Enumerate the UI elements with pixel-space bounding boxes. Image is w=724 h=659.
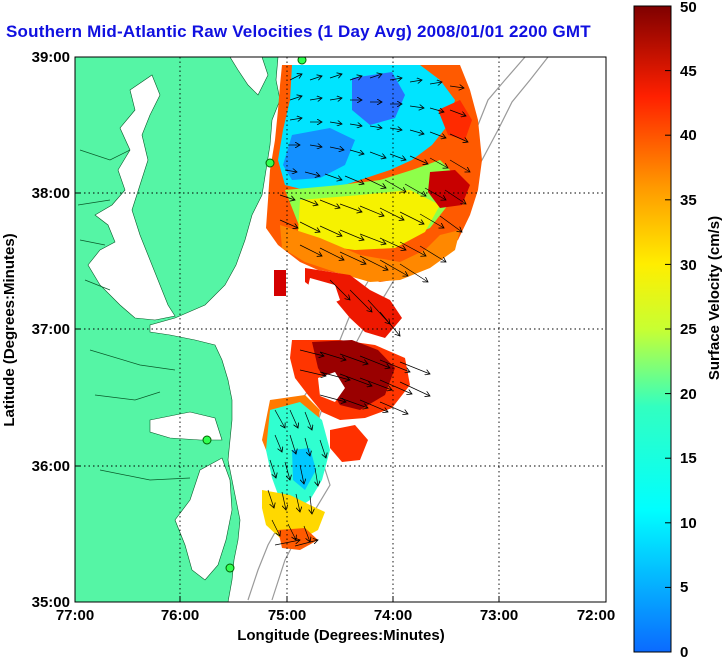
colorbar-gradient bbox=[633, 5, 672, 653]
rivers bbox=[77, 149, 191, 481]
radar-station-markers bbox=[202, 57, 307, 573]
x-tick-label: 76:00 bbox=[161, 607, 199, 624]
velocity-vectors bbox=[267, 74, 470, 547]
delaware-bay bbox=[229, 57, 269, 96]
radar-station-marker bbox=[297, 57, 307, 65]
y-tick-label: 38:00 bbox=[32, 185, 70, 202]
y-tick-label: 37:00 bbox=[32, 321, 70, 338]
colorbar-tick-label: 25 bbox=[680, 321, 697, 338]
colorbar: 0 5 10 15 20 25 30 35 40 45 50 Surface V… bbox=[633, 0, 723, 659]
colorbar-tick-label: 40 bbox=[680, 127, 697, 144]
x-tick-label: 74:00 bbox=[374, 607, 412, 624]
chesapeake-bay bbox=[87, 74, 176, 321]
x-tick-label: 72:00 bbox=[577, 607, 615, 624]
y-axis-label: Latitude (Degrees:Minutes) bbox=[1, 233, 18, 426]
colorbar-label: Surface Velocity (cm/s) bbox=[706, 216, 723, 380]
pamlico-sound bbox=[174, 457, 233, 581]
x-axis: 77:00 76:00 75:00 74:00 73:00 72:00 Long… bbox=[56, 596, 615, 644]
radar-station-marker bbox=[265, 158, 275, 168]
map-title: Southern Mid-Atlantic Raw Velocities (1 … bbox=[6, 22, 591, 41]
colorbar-ticks bbox=[665, 5, 671, 653]
colorbar-tick-label: 15 bbox=[680, 450, 697, 467]
grid-lines bbox=[75, 57, 606, 602]
colorbar-tick-label: 20 bbox=[680, 386, 697, 403]
x-tick-label: 75:00 bbox=[268, 607, 306, 624]
radar-station-marker bbox=[225, 563, 235, 573]
colorbar-tick-label: 5 bbox=[680, 579, 688, 596]
y-tick-label: 36:00 bbox=[32, 458, 70, 475]
colorbar-tick-label: 35 bbox=[680, 192, 697, 209]
x-tick-label: 73:00 bbox=[480, 607, 518, 624]
colorbar-tick-label: 0 bbox=[680, 644, 688, 659]
y-tick-label: 35:00 bbox=[32, 594, 70, 611]
x-axis-label: Longitude (Degrees:Minutes) bbox=[237, 627, 445, 644]
y-tick-label: 39:00 bbox=[32, 49, 70, 66]
colorbar-tick-label: 30 bbox=[680, 257, 697, 274]
y-axis: 39:00 38:00 37:00 36:00 35:00 Latitude (… bbox=[1, 49, 81, 611]
colorbar-tick-label: 10 bbox=[680, 515, 697, 532]
x-tick-label: 77:00 bbox=[56, 607, 94, 624]
colorbar-tick-label: 50 bbox=[680, 0, 697, 16]
colorbar-tick-label: 45 bbox=[680, 63, 697, 80]
radar-station-marker bbox=[202, 435, 212, 445]
